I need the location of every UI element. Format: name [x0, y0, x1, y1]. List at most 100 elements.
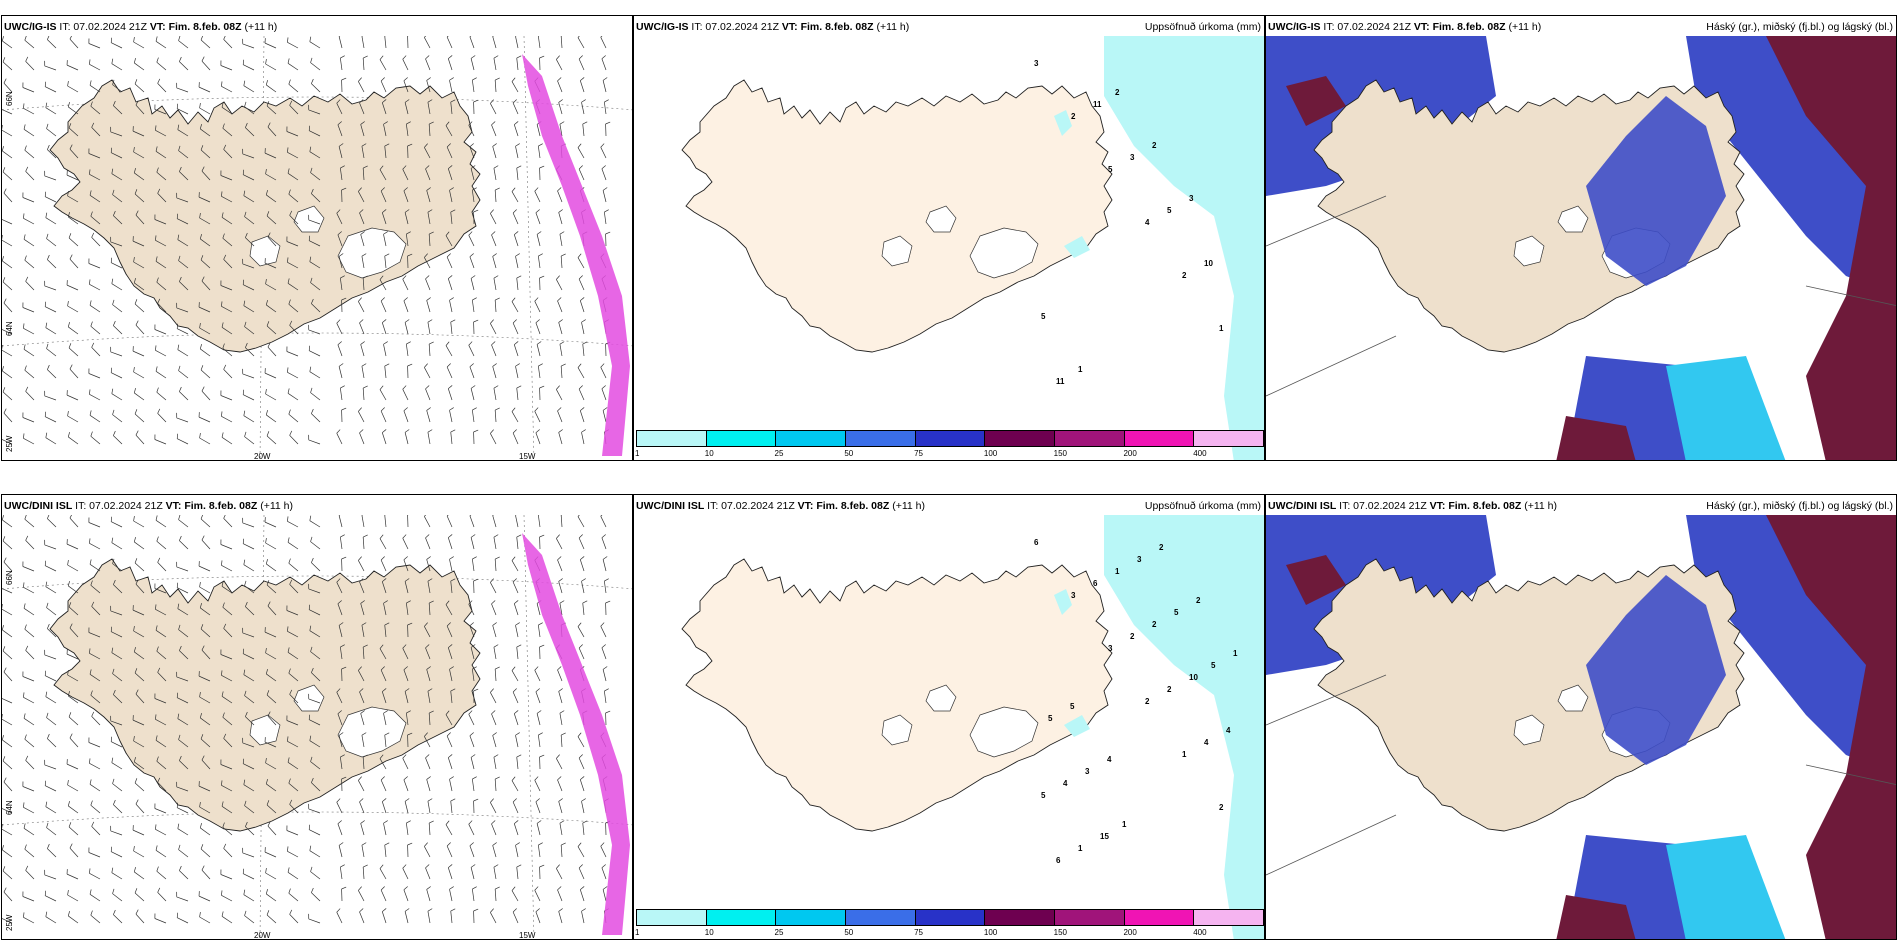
wind-barb	[112, 414, 123, 423]
wind-barb	[536, 603, 541, 616]
wind-barb-feather	[25, 276, 29, 282]
wind-barb	[111, 872, 123, 880]
wind-barb-feather	[201, 166, 205, 172]
wind-barb	[380, 190, 387, 203]
wind-barb	[362, 757, 365, 770]
wind-barb-feather	[201, 535, 205, 541]
wind-barb-feather	[380, 297, 385, 302]
wind-barb	[221, 915, 233, 924]
wind-barb	[223, 848, 233, 858]
wind-barb	[266, 804, 277, 814]
wind-barb-feather	[336, 209, 341, 214]
wind-barb	[445, 345, 453, 357]
wind-barb	[223, 518, 233, 528]
wind-barb	[222, 827, 233, 836]
wind-barb-feather	[67, 911, 70, 917]
wind-barb-feather	[406, 231, 411, 235]
wind-barb-feather	[600, 36, 603, 38]
wind-barb	[45, 916, 57, 924]
wind-barb	[534, 301, 541, 313]
wind-barb-feather	[472, 297, 477, 301]
wind-barb	[445, 824, 453, 836]
wind-barb	[244, 805, 255, 814]
wind-barb	[469, 36, 475, 49]
wind-barb-feather	[469, 363, 474, 367]
wind-barb-feather	[2, 625, 4, 631]
wind-barb	[469, 256, 475, 269]
wind-barb	[425, 867, 431, 880]
colorbar-swatch	[1124, 431, 1195, 446]
wind-barb-feather	[340, 165, 345, 169]
wind-barb	[157, 892, 167, 902]
wind-barb	[308, 439, 321, 445]
wind-barb	[45, 327, 57, 335]
wind-barb	[513, 344, 519, 357]
glacier	[969, 706, 1039, 758]
wind-barb	[537, 625, 541, 638]
wind-barb	[468, 235, 475, 247]
wind-barb	[66, 394, 79, 401]
wind-barb-feather	[516, 55, 522, 59]
wind-barb	[492, 625, 497, 638]
wind-barb	[470, 647, 475, 660]
wind-barb-feather	[221, 322, 224, 328]
colorbar-tick-label: 400	[1193, 928, 1207, 937]
wind-barb	[89, 873, 101, 880]
wind-barb	[91, 826, 101, 836]
wind-barb	[380, 669, 387, 682]
wind-barb-feather	[380, 776, 385, 781]
wind-barb	[133, 850, 145, 858]
wind-barb-feather	[407, 363, 413, 367]
wind-barb-feather	[267, 711, 271, 717]
wind-barb	[559, 124, 563, 137]
lon-label-25w: 25W	[5, 914, 14, 931]
wind-barb	[493, 278, 497, 291]
wind-barb	[68, 915, 79, 924]
wind-barb	[264, 42, 277, 49]
wind-barb-feather	[311, 78, 314, 84]
wind-barb	[558, 801, 563, 814]
colorbar-swatch	[915, 431, 986, 446]
wind-barb-feather	[361, 842, 367, 846]
wind-barb-feather	[425, 55, 430, 60]
wind-barb-feather	[469, 842, 474, 846]
wind-barb	[577, 367, 585, 379]
wind-barb-feather	[446, 143, 451, 148]
wind-barb	[582, 603, 585, 616]
wind-barb-feather	[266, 800, 270, 806]
wind-barb-feather	[514, 820, 519, 824]
wind-barb	[266, 435, 277, 445]
wind-barb	[556, 758, 563, 770]
wind-barb-feather	[582, 600, 588, 604]
wind-barb	[426, 559, 431, 572]
wind-barb-feather	[448, 165, 453, 169]
wind-barb	[492, 146, 497, 159]
wind-barb-feather	[556, 385, 560, 390]
wind-barb-feather	[135, 579, 139, 585]
wind-barb-feather	[448, 275, 453, 279]
wind-barb-feather	[89, 169, 91, 175]
wind-barb	[91, 347, 101, 357]
lat-label-64n: 64N	[5, 800, 14, 815]
wind-barb	[516, 58, 519, 71]
wind-barb	[490, 802, 497, 814]
wind-barb-feather	[23, 912, 25, 918]
glacier	[925, 684, 957, 712]
wind-barb-feather	[449, 297, 454, 301]
wind-barb-feather	[425, 644, 430, 649]
wind-barb	[47, 738, 57, 748]
wind-barb-feather	[472, 187, 477, 191]
wind-barb-feather	[341, 187, 347, 191]
wind-barb	[68, 826, 79, 836]
wind-barb	[68, 106, 79, 115]
wind-barb	[359, 102, 365, 115]
wind-barb	[402, 758, 409, 770]
wind-barb	[242, 373, 255, 379]
wind-barb	[111, 262, 123, 269]
wind-barb	[244, 106, 255, 115]
wind-barb-feather	[177, 713, 180, 719]
wind-barb	[582, 344, 585, 357]
wind-barb-feather	[341, 556, 347, 560]
wind-barb-feather	[287, 388, 290, 394]
wind-barb	[535, 432, 541, 445]
